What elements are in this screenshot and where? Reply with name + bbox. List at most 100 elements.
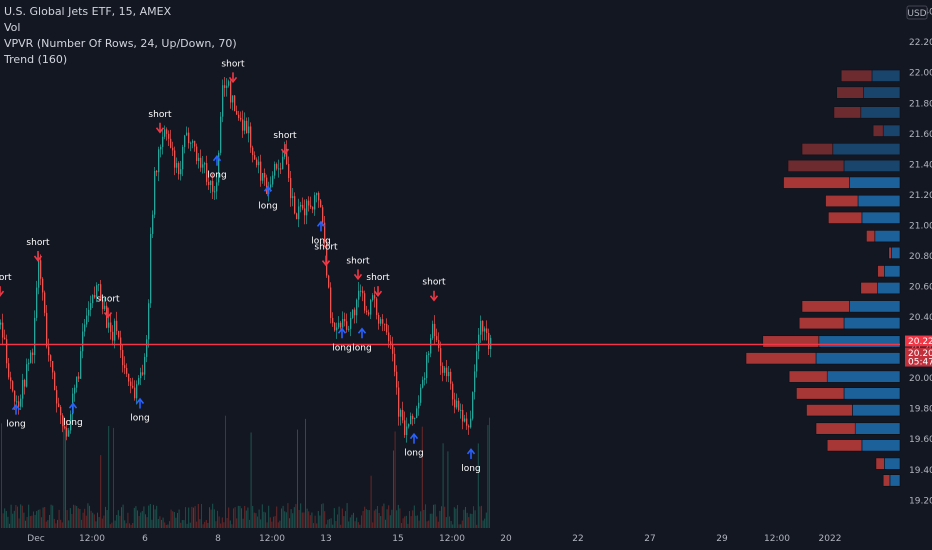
- candle-body: [196, 146, 198, 161]
- price-tick-label: 19.80: [909, 405, 932, 415]
- candle-body: [260, 161, 262, 181]
- short-signal: short: [0, 273, 12, 297]
- volume-bar: [42, 507, 44, 528]
- volume-bar: [469, 513, 471, 528]
- candle-body: [96, 285, 98, 298]
- volume-bar: [28, 504, 30, 528]
- volume-bar: [484, 518, 486, 528]
- volume-bar: [279, 520, 281, 528]
- arrow-up-icon: [263, 185, 273, 192]
- candle-body: [156, 170, 158, 173]
- candle-body: [412, 415, 414, 420]
- candle-body: [368, 312, 370, 315]
- price-tick-label: 21.20: [909, 191, 932, 201]
- candle-body: [338, 322, 340, 328]
- volume-bar: [357, 522, 359, 528]
- volume-bar: [239, 505, 241, 528]
- candle-body: [56, 390, 58, 404]
- volume-bar: [205, 520, 207, 528]
- short-label: short: [314, 243, 338, 253]
- long-label: long: [461, 464, 480, 474]
- volume-bar: [213, 509, 215, 528]
- volume-bar: [444, 506, 446, 528]
- volume-bar: [316, 523, 318, 528]
- long-signal: long: [461, 448, 481, 474]
- candle-body: [264, 172, 266, 178]
- short-signal: short: [221, 59, 245, 84]
- candle-body: [440, 348, 442, 366]
- vp-row-down: [860, 281, 878, 295]
- volume-bar: [249, 519, 250, 528]
- volume-bar: [85, 515, 87, 528]
- volume-bar: [129, 523, 130, 528]
- candle-body: [480, 320, 482, 335]
- arrow-up-icon: [409, 432, 419, 440]
- candle-body: [300, 204, 302, 207]
- candle-body: [130, 381, 132, 386]
- time-tick-label: 27: [644, 534, 655, 544]
- candle-body: [344, 319, 346, 322]
- volume-bar: [373, 510, 375, 528]
- volume-bar: [193, 507, 194, 528]
- volume-bar: [479, 506, 481, 528]
- volume-bar: [84, 508, 86, 528]
- volume-bar: [426, 521, 428, 528]
- volume-bar: [145, 514, 146, 528]
- vp-row-down: [833, 106, 862, 119]
- volume-bar: [23, 512, 25, 528]
- candle-body: [232, 95, 234, 103]
- candle-body: [98, 284, 100, 286]
- volume-bar: [50, 504, 52, 528]
- volume-bar: [81, 519, 82, 528]
- candle-body: [176, 163, 178, 168]
- candle-body: [234, 95, 236, 111]
- candle-body: [110, 322, 112, 332]
- volume-bar: [41, 517, 42, 528]
- candle-body: [340, 322, 342, 328]
- volume-bar: [57, 519, 58, 528]
- candle-body: [122, 350, 124, 366]
- volume-bar: [169, 521, 170, 528]
- volume-bar: [429, 513, 431, 528]
- candle-body: [118, 331, 120, 338]
- volume-bar: [10, 504, 12, 528]
- candle-body: [252, 147, 254, 156]
- candle-body: [422, 379, 424, 388]
- volume-bar: [74, 505, 76, 528]
- volume-bar: [437, 521, 439, 528]
- candle-body: [424, 378, 426, 380]
- currency-badge: [906, 5, 928, 20]
- candle-body: [108, 322, 110, 328]
- candle-body: [10, 377, 12, 382]
- candle-body: [410, 415, 412, 425]
- candle-body: [294, 196, 296, 214]
- volume-bar: [396, 510, 398, 528]
- price-axis[interactable]: 22.4022.2022.0021.8021.6021.4021.2021.00…: [906, 5, 932, 506]
- candle-body: [278, 168, 280, 170]
- vp-row-up: [852, 404, 901, 417]
- volume-bar: [69, 508, 71, 528]
- symbol-title[interactable]: U.S. Global Jets ETF, 15, AMEX: [4, 5, 172, 18]
- arrow-down-icon: [103, 312, 113, 319]
- volume-bar: [97, 512, 98, 528]
- candle-body: [158, 149, 160, 173]
- indicator-vol[interactable]: Vol: [4, 21, 21, 34]
- vp-row-down: [796, 387, 845, 400]
- candle-body: [272, 175, 274, 185]
- volume-bar: [252, 505, 254, 528]
- volume-bar: [225, 415, 226, 528]
- candle-body: [198, 157, 200, 161]
- time-axis[interactable]: Dec 12:00 6 8 12:00 13 15 12:00 20 22 27 29 12:00 202…: [27, 534, 841, 544]
- volume-bar: [442, 443, 444, 528]
- indicator-trend[interactable]: Trend (160): [4, 53, 68, 66]
- candle-body: [426, 355, 428, 379]
- volume-bar: [236, 518, 238, 528]
- volume-bar: [114, 520, 116, 528]
- chart-legend: U.S. Global Jets ETF, 15, AMEX Vol VPVR …: [4, 4, 237, 68]
- volume-bar: [425, 504, 426, 528]
- indicator-vpvr[interactable]: VPVR (Number Of Rows, 24, Up/Down, 70): [4, 37, 237, 50]
- volume-bar: [133, 507, 135, 528]
- candle-body: [84, 324, 86, 332]
- volume-bar: [322, 503, 324, 528]
